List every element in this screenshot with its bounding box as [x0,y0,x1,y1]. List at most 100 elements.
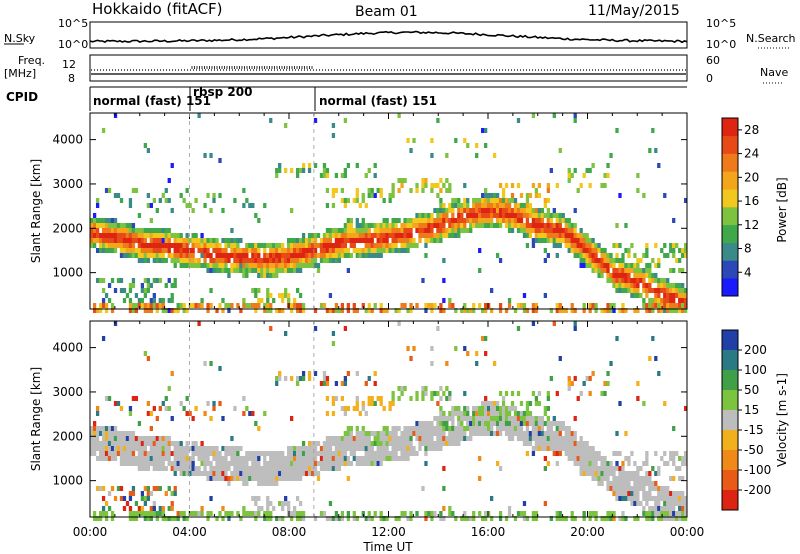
power-cell [588,258,592,263]
power-cell [349,253,353,258]
velocity-cell [678,476,682,481]
velocity-cell [621,466,625,471]
velocity-cell [284,456,288,461]
velocity-cell [657,511,661,516]
power-cell [678,268,682,273]
power-cell [209,288,213,293]
power-cell [466,208,470,213]
power-cell [206,248,210,253]
velocity-cell [478,426,482,431]
power-cell [218,258,222,263]
power-cell [131,283,136,288]
power-cell [143,228,148,233]
velocity-cell [433,426,437,431]
velocity-cell [484,336,488,341]
velocity-cell [534,416,539,421]
power-cell [633,293,637,298]
velocity-cell [603,456,607,461]
velocity-cell [481,516,485,521]
velocity-cell [457,431,461,436]
velocity-cell [367,441,371,446]
power-cell [355,223,359,228]
velocity-cell [281,516,285,521]
velocity-cell [185,441,189,446]
x-tick-label: 04:00 [172,525,207,539]
velocity-cell [466,406,470,411]
power-cell [582,258,586,263]
velocity-cell [681,506,685,511]
velocity-cell [104,436,109,441]
power-cell [248,258,252,263]
velocity-cell [624,481,628,486]
velocity-cell [481,431,485,436]
power-cell [107,283,112,288]
velocity-cell [334,436,339,441]
velocity-cell [307,376,312,381]
power-cell [227,308,231,313]
velocity-cell [128,431,133,436]
power-cell [570,248,574,253]
velocity-cell [242,476,246,481]
velocity-cell [284,501,288,506]
velocity-cell [182,451,186,456]
velocity-cell [194,406,198,411]
power-cell [251,243,255,248]
power-cell [191,253,195,258]
power-cell [295,173,300,178]
power-cell [95,248,100,253]
power-cell [549,213,553,218]
power-cell [576,253,580,258]
frequency-tick-top: 12 [62,58,76,71]
power-cell [504,218,509,223]
velocity-cell [337,436,342,441]
power-cell [340,173,345,178]
power-cell [391,248,395,253]
power-cell [385,243,389,248]
power-cell [343,233,348,238]
power-cell [173,248,177,253]
velocity-cell [116,441,121,446]
power-cell [454,203,458,208]
velocity-cell [116,436,121,441]
power-cell [672,243,676,248]
power-cell [627,288,631,293]
power-cell [442,308,446,313]
velocity-cell [203,446,207,451]
power-cell [573,168,577,173]
power-cell [137,253,142,258]
power-cell [525,193,530,198]
power-cell [227,253,231,258]
velocity-cell [519,411,524,416]
power-cell [561,308,565,313]
power-cell [570,308,574,313]
velocity-cell [266,501,270,506]
power-colorbar-swatch [722,278,738,297]
power-cell [475,203,479,208]
power-cell [391,183,395,188]
velocity-cell [588,456,592,461]
velocity-cell [636,491,640,496]
velocity-cell [325,376,330,381]
power-cell [367,168,371,173]
velocity-cell [498,466,503,471]
power-cell [164,198,168,203]
velocity-cell [179,471,183,476]
velocity-cell [140,506,145,511]
power-cell [304,238,309,243]
velocity-cell [328,501,333,506]
velocity-cell [549,376,553,381]
velocity-cell [194,471,198,476]
power-cell [591,253,595,258]
power-cell [454,223,458,228]
velocity-cell [182,466,186,471]
velocity-cell [313,461,318,466]
power-cell [507,218,512,223]
power-cell [98,238,103,243]
velocity-cell [140,461,145,466]
power-cell [161,243,165,248]
power-cell [684,288,688,293]
velocity-cell [298,461,303,466]
power-cell [624,278,628,283]
velocity-cell [334,441,339,446]
velocity-cell [546,461,550,466]
